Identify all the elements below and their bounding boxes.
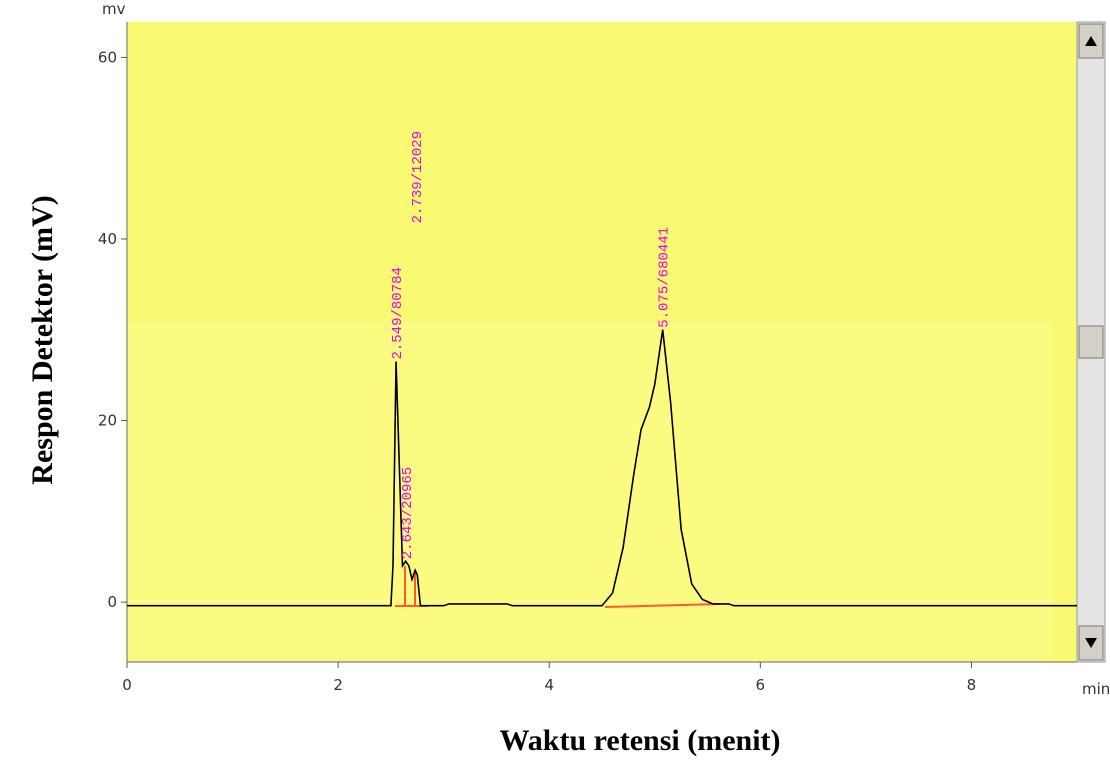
y-title: Respon Detektor (mV) (26, 195, 59, 484)
watermark (127, 322, 1052, 662)
x-tick-label: 4 (544, 676, 554, 694)
chart: mv min Respon Detektor (mV) Waktu retens… (0, 0, 1110, 763)
scrollbar[interactable] (1077, 22, 1105, 662)
x-tick-label: 2 (333, 676, 343, 694)
x-title: Waktu retensi (menit) (499, 724, 780, 757)
peak-label: 2.643/20965 (400, 467, 416, 559)
scroll-thumb[interactable] (1079, 326, 1103, 358)
page: mv min Respon Detektor (mV) Waktu retens… (0, 0, 1110, 763)
peak-label: 2.549/80784 (390, 267, 406, 359)
y-tick-label: 0 (107, 593, 117, 611)
y-tick-label: 60 (98, 48, 117, 66)
peak-label: 2.739/12029 (410, 131, 426, 223)
x-tick-label: 0 (122, 676, 132, 694)
x-tick-label: 8 (967, 676, 977, 694)
y-unit: mv (102, 0, 126, 18)
y-tick-label: 20 (98, 412, 117, 430)
y-tick-label: 40 (98, 230, 117, 248)
peak-label: 5.075/680441 (657, 227, 673, 328)
x-tick-label: 6 (756, 676, 766, 694)
x-unit: min (1082, 680, 1110, 698)
